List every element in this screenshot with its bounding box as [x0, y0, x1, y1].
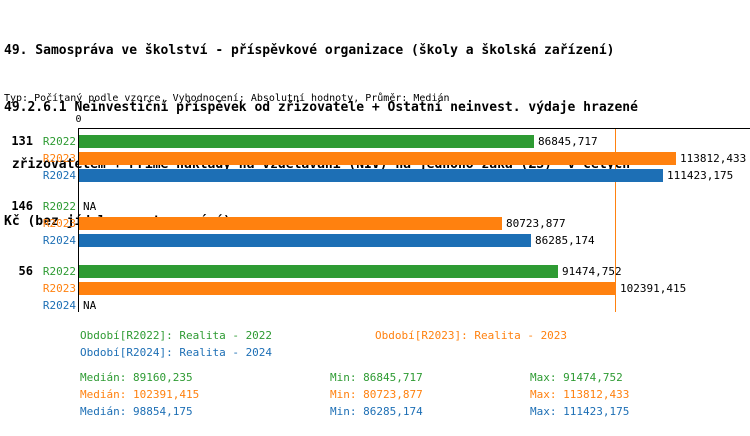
series-label-r2023: R2023	[42, 217, 76, 230]
median-line	[615, 129, 616, 312]
series-label-r2023: R2023	[42, 152, 76, 165]
stat-min-r2024: Min: 86285,174	[330, 405, 423, 418]
legend-item-r2024: Období[R2024]: Realita - 2024	[80, 346, 273, 359]
series-label-r2024: R2024	[42, 234, 76, 247]
group-label-56: 56	[18, 264, 33, 278]
title-line-1: 49. Samospráva ve školství - příspěvkové…	[4, 43, 615, 58]
stat-median-r2022: Medián: 89160,235	[80, 371, 193, 384]
series-label-r2022: R2022	[42, 200, 76, 213]
title-line-2: 49.2.6.1 Neinvestiční příspěvek od zřizo…	[4, 100, 638, 115]
bar-chart: 0 131 R2022 86845,717 R2023 113812,433 R2024 1…	[0, 114, 750, 314]
series-label-r2023: R2023	[42, 282, 76, 295]
stat-max-r2024: Max: 111423,175	[530, 405, 630, 418]
bar-r2022-131	[79, 135, 534, 148]
stat-median-r2024: Medián: 98854,175	[80, 405, 193, 418]
bar-value-label: 102391,415	[620, 282, 687, 295]
stat-max-r2023: Max: 113812,433	[530, 388, 630, 401]
group-label-131: 131	[11, 134, 33, 148]
bar-r2023-131	[79, 152, 676, 165]
stat-min-r2022: Min: 86845,717	[330, 371, 423, 384]
bar-r2024-146	[79, 234, 531, 247]
stat-median-r2023: Medián: 102391,415	[80, 388, 200, 401]
na-value-label: NA	[83, 200, 97, 213]
x-axis-line	[78, 128, 750, 129]
bar-value-label: 111423,175	[667, 169, 734, 182]
bar-r2023-56	[79, 282, 616, 295]
bar-r2022-56	[79, 265, 558, 278]
bar-value-label: 91474,752	[562, 265, 622, 278]
bar-value-label: 80723,877	[506, 217, 566, 230]
series-label-r2022: R2022	[42, 265, 76, 278]
bar-value-label: 113812,433	[680, 152, 747, 165]
stat-max-r2022: Max: 91474,752	[530, 371, 623, 384]
bar-r2023-146	[79, 217, 502, 230]
y-axis-line	[78, 128, 79, 312]
series-label-r2024: R2024	[42, 169, 76, 182]
bar-r2024-131	[79, 169, 663, 182]
na-value-label: NA	[83, 299, 97, 312]
chart-subtitle: Typ: Počítaný podle vzorce, Vyhodnocení:…	[4, 93, 450, 104]
legend-item-r2023: Období[R2023]: Realita - 2023	[375, 329, 568, 342]
bar-value-label: 86285,174	[535, 234, 595, 247]
bar-value-label: 86845,717	[538, 135, 598, 148]
series-label-r2024: R2024	[42, 299, 76, 312]
x-axis-zero-label: 0	[75, 114, 82, 125]
series-label-r2022: R2022	[42, 135, 76, 148]
stat-min-r2023: Min: 80723,877	[330, 388, 423, 401]
group-label-146: 146	[11, 199, 33, 213]
legend-item-r2022: Období[R2022]: Realita - 2022	[80, 329, 273, 342]
